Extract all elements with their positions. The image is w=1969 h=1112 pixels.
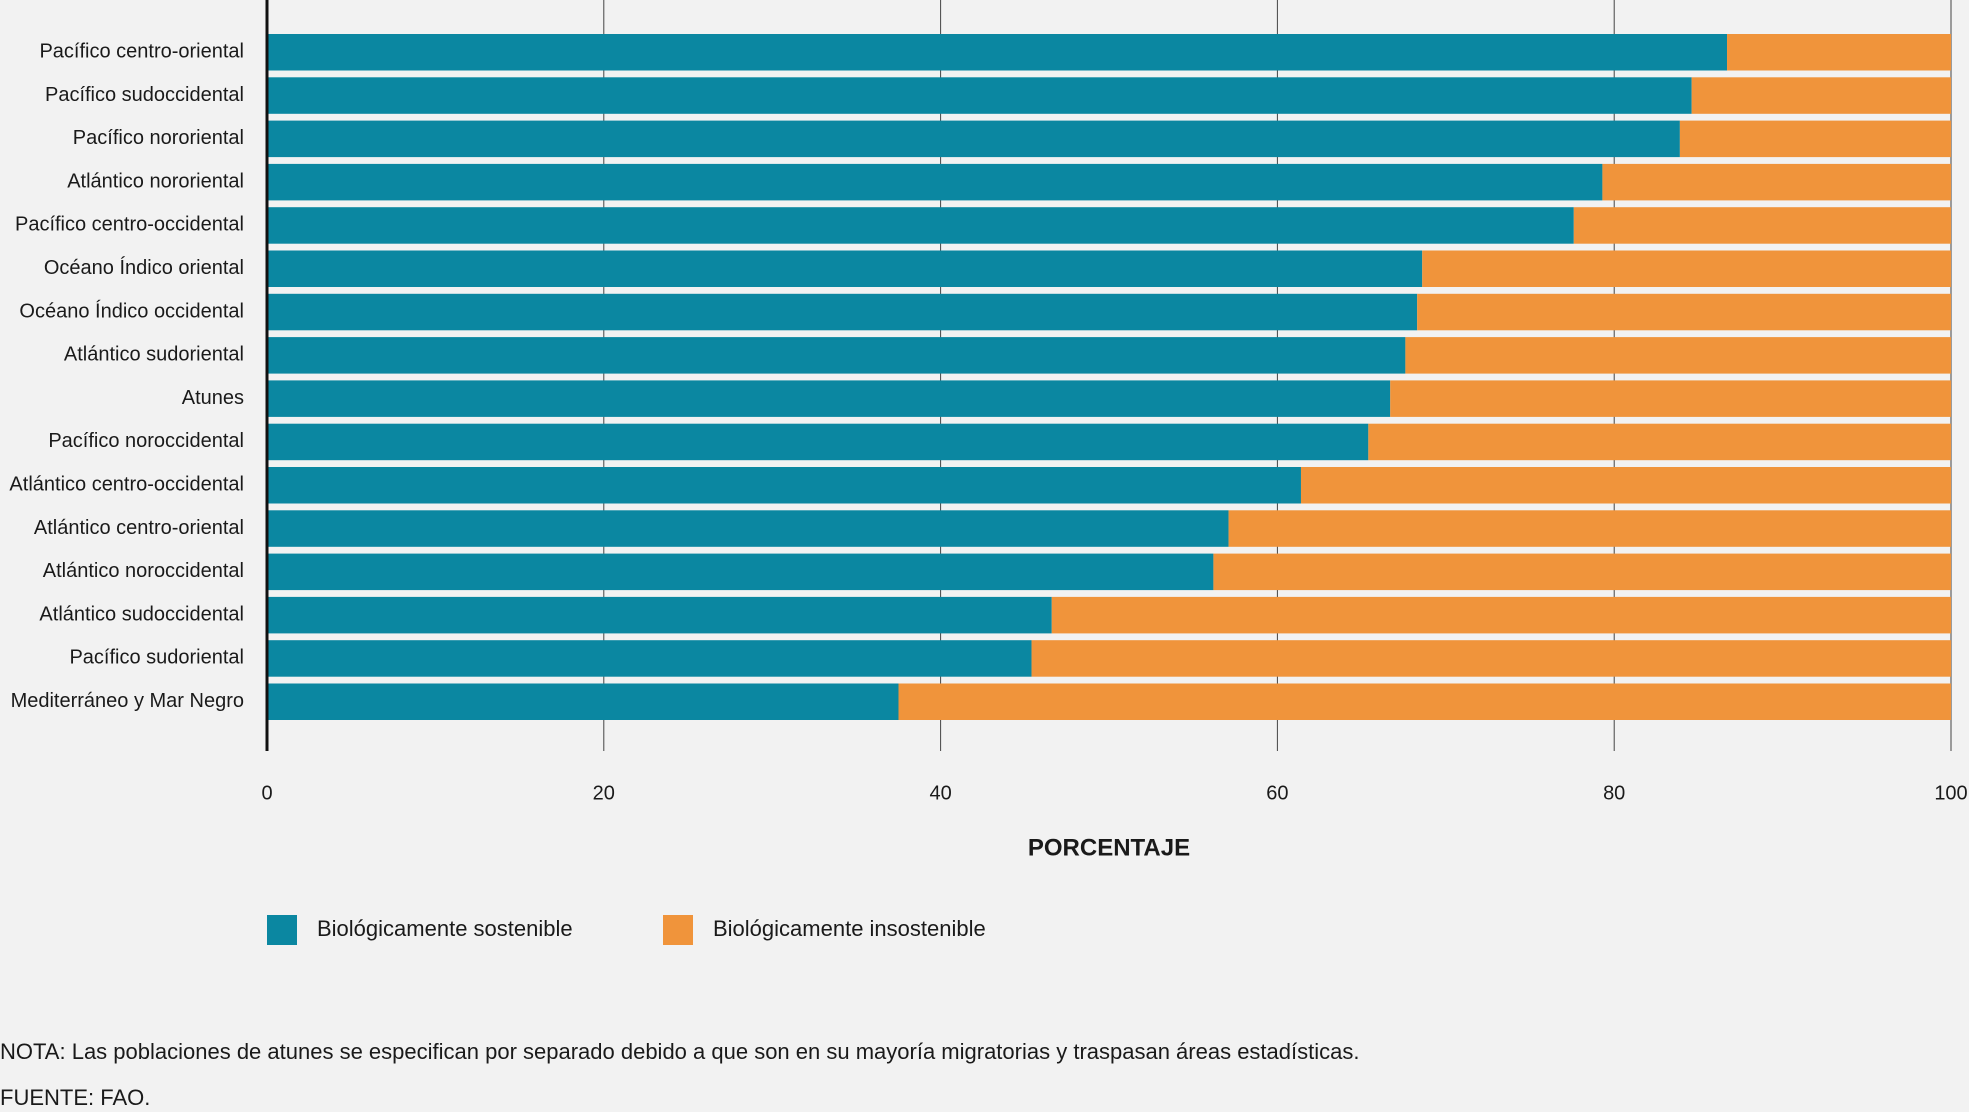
bar-segment xyxy=(267,553,1214,591)
bar-segment xyxy=(267,120,1680,158)
bar-segment xyxy=(1573,207,1951,244)
bar-segment xyxy=(267,163,1603,201)
bar-segment xyxy=(1679,120,1951,158)
legend-label: Biológicamente insostenible xyxy=(713,916,986,941)
bar-segment xyxy=(267,640,1032,677)
bar-segment xyxy=(267,467,1301,504)
bar-segment xyxy=(267,596,1052,634)
y-tick-label: Pacífico centro-oriental xyxy=(39,41,244,63)
bar-segment xyxy=(267,683,899,720)
y-tick-label: Océano Índico occidental xyxy=(19,299,244,322)
bar-segment xyxy=(1031,640,1951,677)
legend-label: Biológicamente sostenible xyxy=(317,916,573,941)
y-tick-label: Atlántico centro-oriental xyxy=(34,517,244,539)
y-tick-label: Atunes xyxy=(182,387,244,409)
bar-segment xyxy=(1691,77,1951,114)
y-tick-label: Pacífico centro-occidental xyxy=(15,214,244,236)
x-tick-label: 0 xyxy=(261,782,272,804)
bar-segment xyxy=(267,293,1418,331)
bar-segment xyxy=(1051,596,1951,634)
bar-segment xyxy=(1368,423,1951,461)
legend-swatch xyxy=(663,915,693,945)
bar-segment xyxy=(1213,553,1951,591)
bar-segment xyxy=(1390,380,1951,417)
x-tick-label: 100 xyxy=(1934,782,1967,804)
bar-segment xyxy=(1417,293,1951,331)
bar-segment xyxy=(267,337,1406,374)
bar-segment xyxy=(1602,163,1951,201)
y-tick-label: Pacífico sudoriental xyxy=(69,647,244,669)
x-tick-label: 40 xyxy=(929,782,951,804)
bar-segment xyxy=(1727,34,1951,71)
y-tick-label: Atlántico nororiental xyxy=(67,170,244,192)
bar-segment xyxy=(1228,510,1951,547)
y-tick-label: Pacífico nororiental xyxy=(73,127,244,149)
bar-segment xyxy=(267,510,1229,547)
x-tick-label: 60 xyxy=(1266,782,1288,804)
note: NOTA: Las poblaciones de atunes se espec… xyxy=(0,1039,1359,1064)
x-tick-label: 20 xyxy=(593,782,615,804)
bar-segment xyxy=(267,423,1369,461)
bar-segment xyxy=(1300,467,1951,504)
legend-swatch xyxy=(267,915,297,945)
bar-segment xyxy=(898,683,1951,720)
bar-segment xyxy=(267,207,1574,244)
y-tick-label: Mediterráneo y Mar Negro xyxy=(11,690,244,712)
y-tick-label: Océano Índico oriental xyxy=(44,256,244,279)
bar-segment xyxy=(267,380,1391,417)
y-tick-label: Atlántico sudoccidental xyxy=(39,603,244,625)
bar-segment xyxy=(267,34,1728,71)
bar-segment xyxy=(1405,337,1951,374)
y-tick-label: Pacífico noroccidental xyxy=(48,430,244,452)
y-tick-label: Atlántico sudoriental xyxy=(64,344,244,366)
x-axis-title: PORCENTAJE xyxy=(1028,834,1190,861)
source: FUENTE: FAO. xyxy=(0,1085,150,1110)
bar-segment xyxy=(267,250,1423,287)
x-tick-label: 80 xyxy=(1603,782,1625,804)
bar-segment xyxy=(1422,250,1951,287)
y-tick-label: Atlántico noroccidental xyxy=(43,560,244,582)
y-tick-label: Atlántico centro-occidental xyxy=(9,474,244,496)
y-tick-label: Pacífico sudoccidental xyxy=(45,84,244,106)
bar-segment xyxy=(267,77,1692,114)
